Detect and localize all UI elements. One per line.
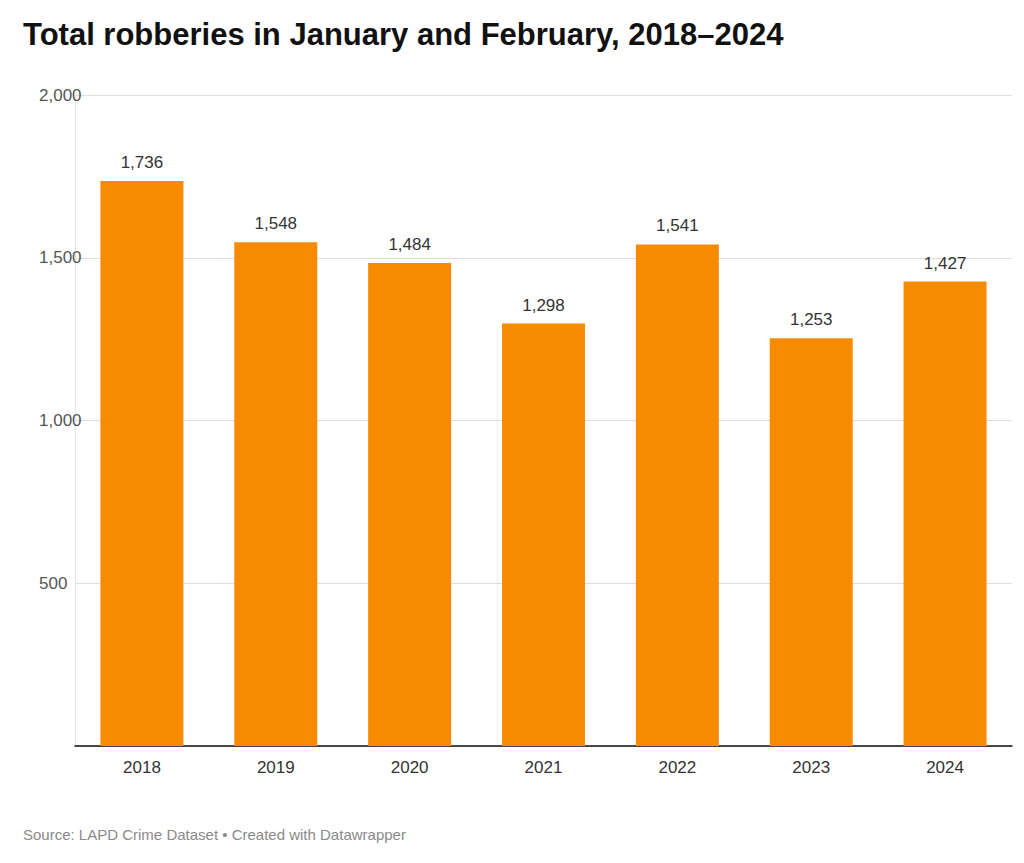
svg-text:500: 500: [39, 574, 67, 593]
svg-text:2019: 2019: [257, 758, 295, 777]
svg-text:Total robberies in January and: Total robberies in January and February,…: [23, 17, 784, 52]
svg-text:2021: 2021: [525, 758, 563, 777]
svg-text:1,253: 1,253: [790, 310, 833, 329]
svg-text:2020: 2020: [391, 758, 429, 777]
svg-text:1,736: 1,736: [121, 153, 164, 172]
svg-text:1,500: 1,500: [39, 248, 82, 267]
svg-text:1,298: 1,298: [522, 296, 565, 315]
svg-text:Source: LAPD Crime Dataset • C: Source: LAPD Crime Dataset • Created wit…: [23, 826, 406, 843]
svg-text:2023: 2023: [792, 758, 830, 777]
svg-text:1,541: 1,541: [656, 216, 699, 235]
svg-text:1,548: 1,548: [255, 214, 298, 233]
svg-text:1,427: 1,427: [924, 254, 967, 273]
svg-text:1,484: 1,484: [388, 235, 431, 254]
svg-text:2022: 2022: [658, 758, 696, 777]
svg-text:2018: 2018: [123, 758, 161, 777]
svg-text:2,000: 2,000: [39, 86, 82, 105]
svg-text:1,000: 1,000: [39, 411, 82, 430]
svg-text:2024: 2024: [926, 758, 964, 777]
